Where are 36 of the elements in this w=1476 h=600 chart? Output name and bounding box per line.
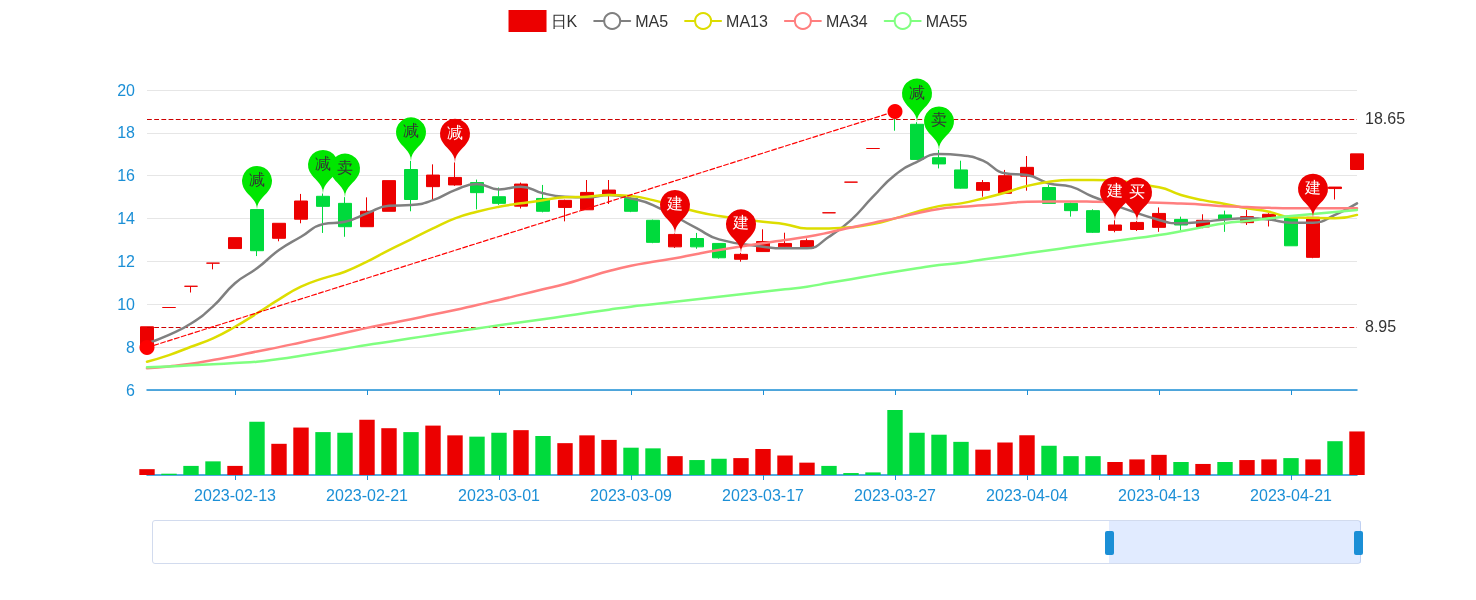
annotation: 建	[732, 214, 749, 232]
x-tick-label: 2023-04-21	[1250, 486, 1333, 504]
x-tick-label: 2023-03-17	[722, 486, 805, 504]
annotation: 卖	[931, 111, 947, 129]
x-tick-label: 2023-03-01	[458, 486, 541, 504]
annotation: 减	[447, 123, 463, 141]
x-tick-label: 2023-02-13	[194, 486, 277, 504]
x-tick-label: 2023-04-13	[1118, 486, 1201, 504]
y-tick-label: 10	[117, 295, 136, 313]
annotation: 买	[1129, 182, 1145, 200]
annotation: 减	[315, 154, 331, 172]
x-tick-label: 2023-04-04	[986, 486, 1069, 504]
ref-line-label: 18.65	[1365, 110, 1406, 128]
y-tick-label: 12	[117, 252, 136, 270]
legend-label: 日K	[550, 12, 578, 30]
x-tick-label: 2023-03-27	[854, 486, 937, 504]
ref-line-label: 8.95	[1365, 318, 1397, 336]
legend-label: MA5	[635, 12, 669, 30]
annotation: 卖	[337, 158, 353, 176]
legend-label: MA13	[726, 12, 768, 30]
annotation: 减	[403, 122, 419, 140]
y-tick-label: 18	[117, 124, 136, 142]
y-tick-label: 6	[126, 381, 136, 399]
y-tick-label: 20	[117, 81, 136, 99]
legend-label: MA34	[825, 12, 868, 30]
y-tick-label: 8	[126, 338, 136, 356]
annotation: 减	[249, 170, 265, 188]
annotation: 建	[1106, 181, 1123, 199]
legend-label: MA55	[925, 12, 968, 30]
annotation: 建	[666, 194, 683, 212]
y-tick-label: 14	[117, 210, 136, 228]
y-tick-label: 16	[117, 167, 136, 185]
annotation: 减	[909, 83, 925, 101]
x-tick-label: 2023-02-21	[326, 486, 409, 504]
annotation: 建	[1304, 178, 1321, 196]
x-tick-label: 2023-03-09	[590, 486, 673, 504]
